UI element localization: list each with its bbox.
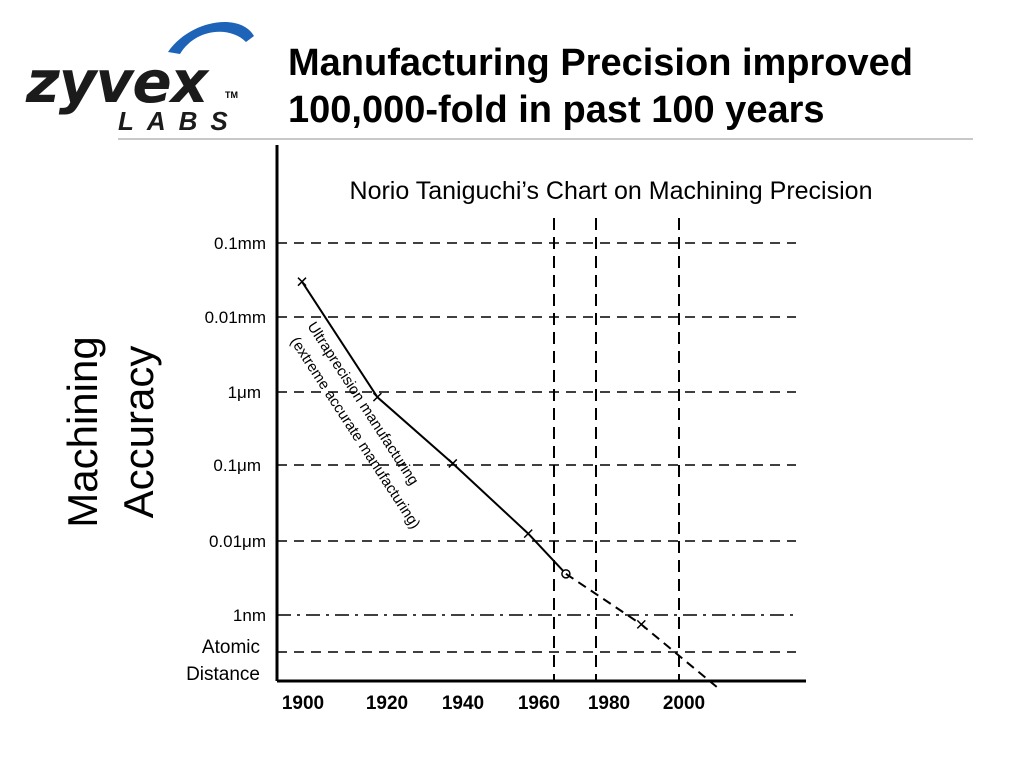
y-tick-label: 1μm: [228, 383, 261, 402]
x-tick-label: 1900: [282, 693, 324, 714]
projected-precision-line: [565, 572, 718, 688]
x-tick-label: 1980: [588, 693, 630, 714]
data-point-x-marker: [448, 458, 458, 468]
y-tick-label: 0.1mm: [214, 234, 266, 253]
data-point-x-marker: [523, 529, 533, 539]
logo-wordmark: zyvex: [26, 48, 208, 116]
chart-gridlines: [277, 218, 796, 681]
y-tick-label: 0.01μm: [209, 532, 266, 551]
chart-series: [297, 277, 718, 688]
chart-labels: 0.1mm 0.01mm 1μm 0.1μm 0.01μm 1nm Atomic Distan…: [59, 234, 705, 714]
logo-subtitle: LABS: [118, 106, 241, 136]
slide-title: Manufacturing Precision improved 100,000…: [288, 42, 913, 131]
data-point-x-marker: [297, 277, 307, 287]
x-tick-label: 2000: [663, 693, 705, 714]
y-tick-label: 0.1μm: [213, 456, 261, 475]
logo-swoosh: [168, 22, 254, 54]
ultraprecision-annotation: Ultraprecision manufacturing: [304, 319, 422, 488]
y-tick-label: 0.01mm: [205, 308, 266, 327]
data-point-x-marker: [636, 619, 646, 629]
logo-trademark: TM: [225, 90, 238, 100]
data-point-x-marker: [372, 392, 382, 402]
atomic-distance-label: Distance: [186, 664, 260, 685]
atomic-distance-label: Atomic: [202, 637, 260, 658]
zyvex-logo: zyvex TM LABS: [20, 14, 270, 139]
x-tick-label: 1940: [442, 693, 484, 714]
y-tick-label: 1nm: [233, 606, 266, 625]
y-axis-title: Accuracy: [115, 346, 162, 519]
title-divider: [118, 138, 973, 140]
x-tick-label: 1920: [366, 693, 408, 714]
chart-axes: [275, 145, 806, 683]
chart-title: Norio Taniguchi’s Chart on Machining Pre…: [350, 177, 873, 205]
x-tick-label: 1960: [518, 693, 560, 714]
y-axis-title: Machining: [59, 336, 106, 527]
